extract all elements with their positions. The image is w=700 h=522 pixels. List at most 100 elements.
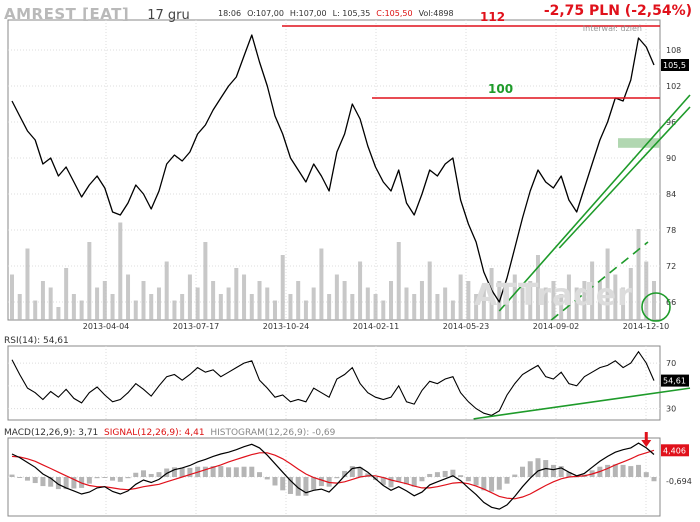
histogram-bar [458,475,464,477]
volume-bar [373,294,378,320]
volume-bar [172,300,177,320]
histogram-bar [264,477,270,480]
volume-bar [389,281,394,320]
resistance-label: 112 [480,10,505,24]
volume-bar [419,281,424,320]
y-tick-label: 96 [666,118,676,127]
volume-bar [512,274,517,320]
histogram-bar [295,477,301,496]
session-date: 17 gru [147,8,190,23]
volume-value: Vol:4898 [418,9,454,18]
volume-bar [381,300,386,320]
histogram-bar [620,464,626,477]
y-tick-label: 78 [666,226,676,235]
volume-bar [644,261,649,320]
histogram-bar [334,477,340,479]
histogram-bar [465,477,471,482]
support-zone [618,138,660,148]
last-price-tag [661,59,689,71]
volume-bar [203,242,208,320]
volume-bar [79,300,84,320]
price-line [11,34,655,303]
volume-bar [481,287,486,320]
histogram-bar [272,477,278,486]
histogram-bar [303,477,309,496]
resistance-label: 100 [488,82,513,96]
signal-value: SIGNAL(12,26,9): 4,41 [104,428,205,438]
histogram-bar [280,477,286,491]
histogram-bar [566,472,572,477]
histogram-bar [496,477,502,490]
macd-line [11,442,655,510]
price-panel-frame [7,19,661,321]
histogram-bar [40,477,46,487]
histogram-bar [241,466,247,477]
volume-bar [396,242,401,320]
highlight-circle [641,292,671,322]
down-arrow-icon [641,432,652,447]
histogram-bar [48,477,54,487]
histogram-bar [171,467,177,477]
histogram-bar [257,472,263,477]
histogram-bar [202,466,208,477]
histogram-bar [117,477,123,482]
rsi-tick-label: 30 [666,405,676,414]
histogram-bar [226,467,232,477]
volume-bar [574,287,579,320]
low-value: L: 105,35 [332,9,371,18]
histogram-bar [396,477,402,482]
volume-bar [412,294,417,320]
volume-bar [628,268,633,320]
volume-bar [613,274,618,320]
histogram-bar [24,477,30,481]
x-tick-label: 2013-10-24 [263,322,310,331]
ticker-title: AMREST [EAT] [4,5,130,23]
histogram-bar [179,467,185,477]
volume-bar [102,281,107,320]
volume-bar [110,294,115,320]
histogram-tag-value: -0,694 [666,477,692,486]
trend-line [558,106,691,249]
histogram-bar [94,477,100,479]
volume-bar [365,287,370,320]
x-tick-label: 2014-05-23 [443,322,490,331]
x-tick-label: 2014-12-10 [623,322,670,331]
histogram-bar [55,477,61,490]
histogram-bar [133,472,139,477]
histogram-bar [442,470,448,477]
volume-bar [319,248,324,320]
histogram-value: HISTOGRAM(12,26,9): -0,69 [210,428,336,438]
volume-bar [180,294,185,320]
volume-bar [288,294,293,320]
signal-line [11,449,655,500]
histogram-bar [558,466,564,477]
high-value: H:107,00 [289,9,327,18]
histogram-bar [605,464,611,477]
histogram-bar [481,477,487,491]
volume-bar [48,287,53,320]
volume-bar [234,268,239,320]
ohlc-readout: 18:06 O:107,00 H:107,00 L: 105,35 C:105,50 Vo… [218,9,460,18]
volume-bar [118,222,123,320]
volume-bar [566,274,571,320]
volume-bar [535,255,540,320]
y-tick-label: 66 [666,298,676,307]
interval-label: Interwał: dzień [582,24,642,33]
volume-bar [10,274,14,320]
histogram-bar [535,458,541,477]
histogram-bar [218,466,224,477]
volume-bar [40,281,45,320]
rsi-value: 54,61 [663,377,686,386]
volume-bar [597,281,602,320]
last-price-value: 105,5 [663,61,686,70]
rsi-value-tag [661,374,689,387]
y-tick-label: 84 [666,190,676,199]
x-tick-label: 2013-04-04 [83,322,130,331]
rsi-trend-line [473,387,691,420]
volume-bar [71,294,76,320]
volume-bar [474,294,479,320]
volume-bar [303,300,308,320]
y-tick-label: 108 [666,46,681,55]
volume-bar [327,294,332,320]
